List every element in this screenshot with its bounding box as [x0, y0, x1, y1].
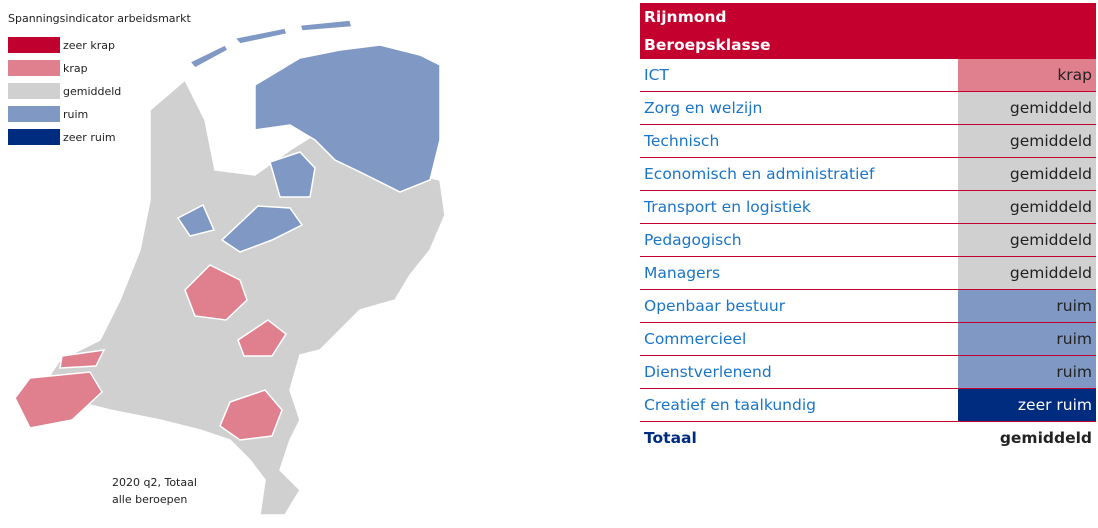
name-cell: ICT — [640, 59, 958, 92]
table-header: Beroepsklasse — [640, 31, 1096, 59]
name-cell: Dienstverlenend — [640, 355, 958, 389]
region — [219, 389, 283, 441]
name-cell: Pedagogisch — [640, 223, 958, 257]
table-row: Openbaar bestuur ruim — [640, 289, 1096, 323]
table-row: Pedagogisch gemiddeld — [640, 223, 1096, 257]
map-note: alle beroepen — [112, 493, 187, 506]
name-cell: Creatief en taalkundig — [640, 388, 958, 422]
table-row: Commercieel ruim — [640, 322, 1096, 356]
region — [298, 19, 353, 32]
table-row: Transport en logistiek gemiddeld — [640, 190, 1096, 224]
legend-label: zeer krap — [63, 39, 115, 52]
level-cell: gemiddeld — [958, 157, 1096, 191]
region — [233, 27, 288, 45]
region — [220, 205, 304, 253]
name-cell: Economisch en administratief — [640, 157, 958, 191]
legend-label: krap — [63, 62, 88, 75]
legend-title: Spanningsindicator arbeidsmarkt — [8, 12, 191, 25]
title-row: Rijnmond — [640, 3, 1096, 31]
legend-swatch — [8, 129, 60, 145]
region — [254, 44, 441, 193]
table-row: Creatief en taalkundig zeer ruim — [640, 388, 1096, 422]
legend-label: gemiddeld — [63, 85, 121, 98]
table-row: Zorg en welzijn gemiddeld — [640, 91, 1096, 125]
map-note: 2020 q2, Totaal — [112, 476, 197, 489]
map — [14, 19, 446, 516]
region — [184, 264, 248, 321]
level-cell: gemiddeld — [999, 429, 1092, 447]
table-row: Dienstverlenend ruim — [640, 355, 1096, 389]
map-panel: Spanningsindicator arbeidsmarkt zeer kra… — [8, 12, 446, 516]
table-row: Totaal gemiddeld — [640, 422, 1096, 455]
legend-label: zeer ruim — [63, 131, 116, 144]
region — [176, 203, 216, 237]
name-cell: Technisch — [640, 124, 958, 158]
table-row: ICT krap — [640, 59, 1096, 92]
level-cell: krap — [958, 59, 1096, 92]
level-cell: ruim — [958, 289, 1096, 323]
legend-swatch — [8, 60, 60, 76]
name-cell: Transport en logistiek — [640, 190, 958, 224]
region — [188, 44, 230, 69]
region — [237, 319, 287, 357]
level-cell: gemiddeld — [958, 256, 1096, 290]
table: Rijnmond Beroepsklasse ICT krap Zorg en we… — [640, 3, 1096, 454]
level-cell: ruim — [958, 322, 1096, 356]
legend-swatch — [8, 106, 60, 122]
legend-label: ruim — [63, 108, 88, 121]
legend-swatch — [8, 37, 60, 53]
level-cell: gemiddeld — [958, 124, 1096, 158]
legend-swatch — [8, 83, 60, 99]
level-cell: zeer ruim — [958, 388, 1096, 422]
level-cell: gemiddeld — [958, 91, 1096, 125]
header-row: Beroepsklasse — [640, 31, 1096, 59]
legend: zeer krap krap gemiddeld ruim zeer ruim — [8, 37, 121, 145]
table-title: Rijnmond — [640, 3, 1096, 31]
name-cell: Commercieel — [640, 322, 958, 356]
region — [269, 151, 316, 198]
level-cell: ruim — [958, 355, 1096, 389]
region — [14, 371, 103, 429]
table-row: Technisch gemiddeld — [640, 124, 1096, 158]
level-cell: gemiddeld — [958, 190, 1096, 224]
level-cell: gemiddeld — [958, 223, 1096, 257]
table-row: Managers gemiddeld — [640, 256, 1096, 290]
name-cell: Totaal — [644, 429, 697, 447]
name-cell: Openbaar bestuur — [640, 289, 958, 323]
name-cell: Managers — [640, 256, 958, 290]
name-cell: Zorg en welzijn — [640, 91, 958, 125]
region — [59, 349, 106, 369]
table-row: Economisch en administratief gemiddeld — [640, 157, 1096, 191]
